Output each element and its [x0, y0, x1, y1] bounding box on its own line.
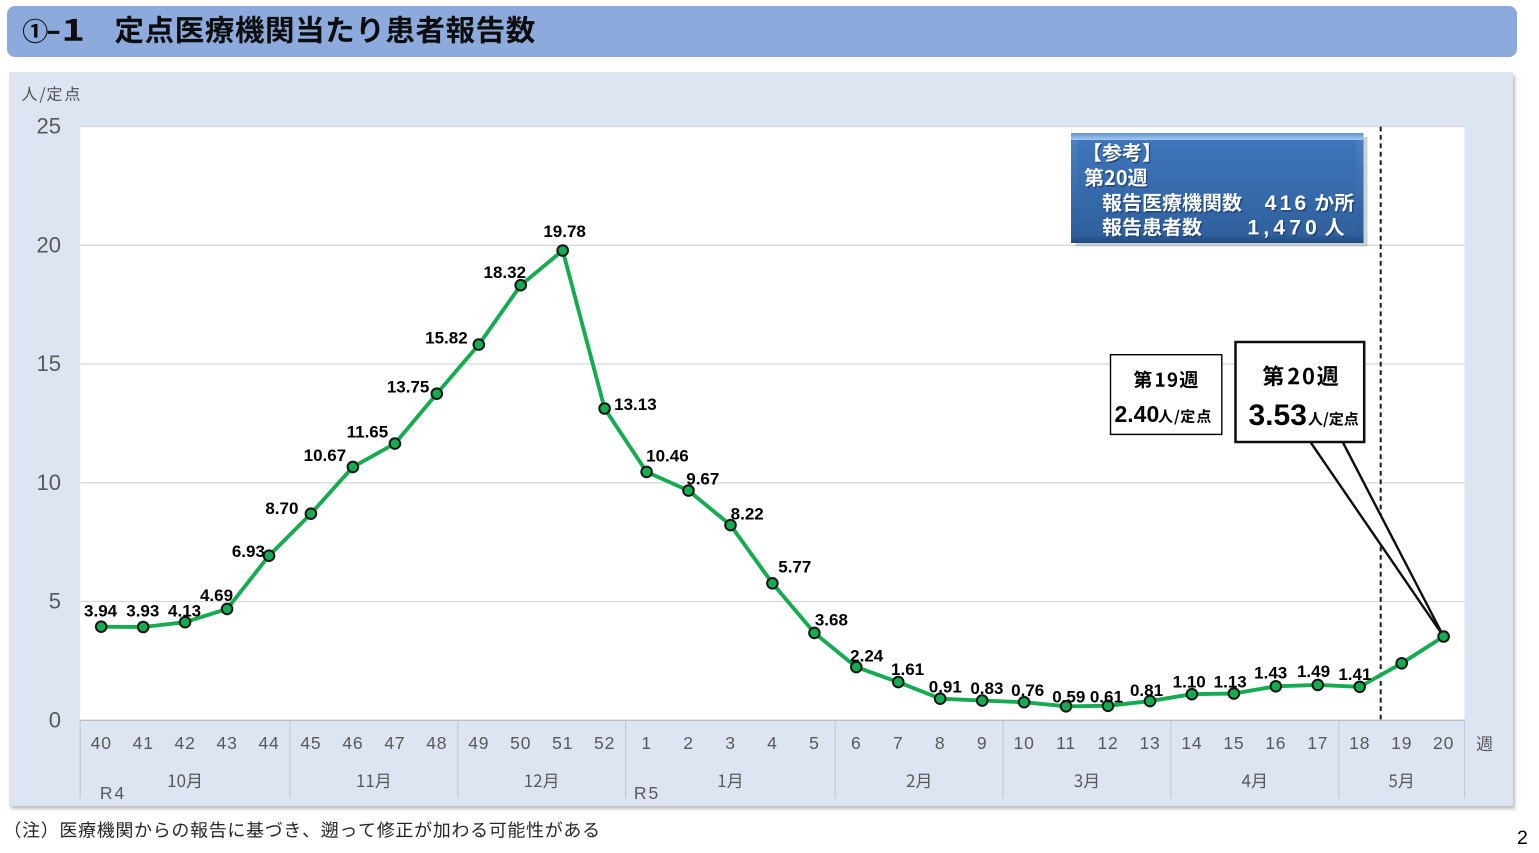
- svg-text:4: 4: [767, 733, 778, 753]
- svg-text:13.13: 13.13: [614, 395, 657, 414]
- svg-text:5.77: 5.77: [778, 558, 811, 577]
- svg-text:18: 18: [1349, 733, 1370, 753]
- svg-text:3.94: 3.94: [84, 602, 118, 621]
- svg-text:10.67: 10.67: [304, 446, 347, 465]
- svg-text:7: 7: [893, 733, 904, 753]
- svg-text:17: 17: [1307, 733, 1328, 753]
- svg-text:11: 11: [1056, 733, 1076, 753]
- svg-text:48: 48: [426, 733, 447, 753]
- svg-text:11.65: 11.65: [347, 422, 389, 441]
- svg-text:1: 1: [641, 733, 652, 753]
- svg-text:50: 50: [510, 733, 531, 753]
- svg-text:43: 43: [217, 733, 238, 753]
- svg-text:6.93: 6.93: [232, 542, 265, 561]
- svg-text:4.69: 4.69: [200, 586, 233, 605]
- svg-text:0.59: 0.59: [1052, 688, 1085, 707]
- svg-text:10: 10: [1014, 733, 1035, 753]
- svg-text:1.43: 1.43: [1254, 664, 1287, 683]
- svg-text:3.93: 3.93: [126, 601, 159, 620]
- svg-text:15: 15: [37, 351, 61, 376]
- svg-text:18.32: 18.32: [484, 263, 527, 282]
- svg-text:10: 10: [37, 470, 61, 495]
- svg-text:16: 16: [1265, 733, 1286, 753]
- svg-text:44: 44: [258, 733, 279, 753]
- svg-text:2.24: 2.24: [850, 647, 884, 666]
- svg-text:1,470: 1,470: [1248, 217, 1322, 240]
- svg-text:15.82: 15.82: [425, 329, 468, 348]
- svg-text:0.91: 0.91: [929, 678, 962, 697]
- svg-text:42: 42: [175, 733, 196, 753]
- svg-text:416: 416: [1266, 194, 1311, 217]
- svg-text:8.70: 8.70: [265, 499, 298, 518]
- svg-text:2: 2: [683, 733, 694, 753]
- svg-text:0.76: 0.76: [1011, 681, 1044, 700]
- svg-text:41: 41: [133, 733, 154, 753]
- svg-text:9: 9: [977, 733, 988, 753]
- svg-text:47: 47: [384, 733, 405, 753]
- svg-text:51: 51: [552, 733, 573, 753]
- svg-text:6: 6: [851, 733, 862, 753]
- svg-text:0: 0: [49, 707, 61, 732]
- svg-text:45: 45: [300, 733, 321, 753]
- svg-text:13: 13: [1139, 733, 1160, 753]
- svg-text:R5: R5: [634, 783, 660, 803]
- svg-text:20: 20: [1433, 733, 1454, 753]
- svg-text:8.22: 8.22: [731, 505, 764, 524]
- svg-text:46: 46: [342, 733, 363, 753]
- svg-text:52: 52: [594, 733, 615, 753]
- svg-text:3.68: 3.68: [815, 610, 848, 629]
- svg-text:0.81: 0.81: [1130, 681, 1163, 700]
- svg-text:12: 12: [1097, 733, 1118, 753]
- svg-text:14: 14: [1181, 733, 1202, 753]
- svg-text:1.13: 1.13: [1214, 673, 1247, 692]
- svg-text:3.53: 3.53: [1249, 399, 1307, 432]
- svg-text:25: 25: [37, 114, 61, 139]
- svg-text:5: 5: [809, 733, 820, 753]
- svg-text:2.40: 2.40: [1115, 401, 1160, 427]
- svg-text:19.78: 19.78: [543, 222, 586, 241]
- svg-text:10.46: 10.46: [646, 447, 689, 466]
- svg-text:19: 19: [1391, 733, 1412, 753]
- svg-text:1.10: 1.10: [1173, 673, 1206, 692]
- svg-text:0.61: 0.61: [1090, 688, 1123, 707]
- svg-text:4.13: 4.13: [168, 601, 201, 620]
- svg-text:1.41: 1.41: [1338, 665, 1371, 684]
- svg-text:416: 416: [1265, 192, 1310, 215]
- svg-text:1.61: 1.61: [891, 660, 924, 679]
- svg-text:15: 15: [1223, 733, 1244, 753]
- svg-text:8: 8: [935, 733, 946, 753]
- svg-text:9.67: 9.67: [686, 469, 719, 488]
- svg-text:13.75: 13.75: [387, 378, 430, 397]
- svg-text:49: 49: [468, 733, 489, 753]
- svg-text:1,470: 1,470: [1249, 218, 1323, 241]
- svg-text:40: 40: [91, 733, 112, 753]
- svg-text:5: 5: [49, 589, 61, 614]
- svg-text:0.83: 0.83: [970, 679, 1003, 698]
- svg-text:3: 3: [725, 733, 736, 753]
- svg-text:1.49: 1.49: [1297, 662, 1330, 681]
- svg-text:20: 20: [37, 232, 61, 257]
- svg-text:R4: R4: [100, 783, 126, 803]
